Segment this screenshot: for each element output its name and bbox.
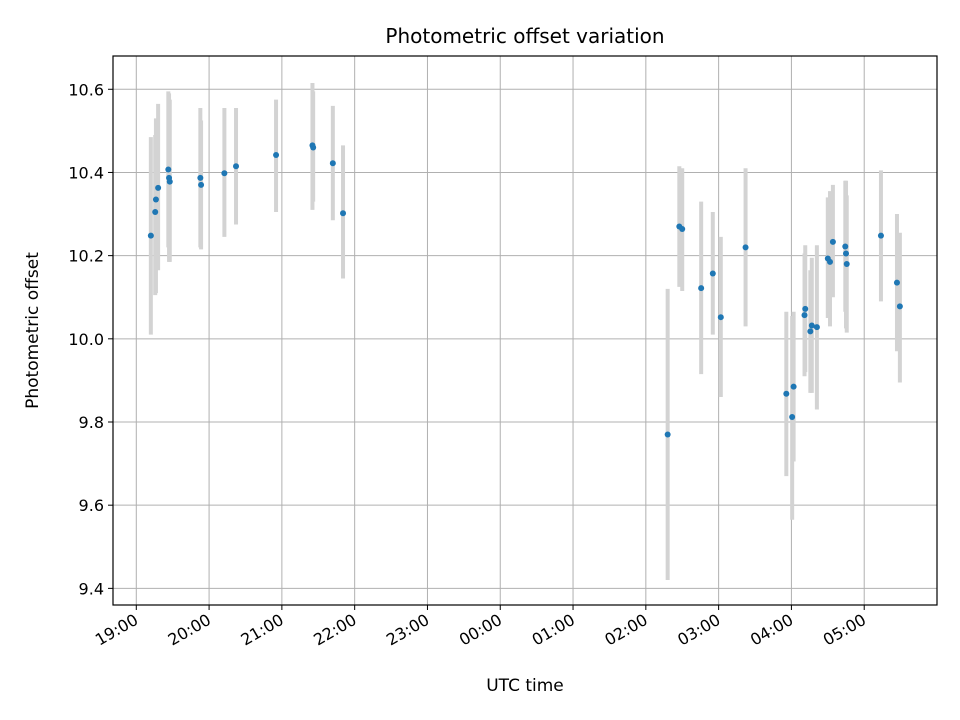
data-point [813,324,820,331]
data-point [197,174,204,181]
y-axis-ticks: 9.4 9.6 9.8 10.0 10.2 10.4 10.6 [68,80,113,598]
data-point [152,208,159,215]
data-points [147,142,903,438]
y-tick-label: 9.8 [79,413,104,432]
data-point [742,244,749,251]
data-point [789,414,796,421]
plot-frame [112,55,938,606]
data-point [843,260,850,267]
data-point [808,322,815,329]
data-point [807,328,814,335]
x-axis-label: UTC time [486,676,564,696]
y-tick-label: 9.4 [79,579,104,598]
data-point [896,303,903,310]
data-point [802,305,809,312]
data-point [664,431,671,438]
data-point [679,226,686,233]
y-axis-label: Photometric offset [23,252,43,409]
data-point [829,238,836,245]
y-tick-label: 9.6 [79,496,104,515]
y-tick-label: 10.4 [68,163,104,182]
data-point [893,279,900,286]
data-point [166,178,173,185]
data-point [147,232,154,239]
data-point [843,250,850,257]
data-point [340,210,347,217]
data-point [198,181,205,188]
data-point [233,163,240,170]
data-point [221,170,228,177]
data-point [310,144,317,151]
data-point [698,285,705,292]
y-tick-label: 10.2 [68,247,104,266]
data-point [783,390,790,397]
data-point [152,196,159,203]
data-point [877,232,884,239]
data-point [717,314,724,321]
chart-title: Photometric offset variation [385,24,664,48]
data-point [709,270,716,277]
data-point [826,258,833,265]
y-tick-label: 10.6 [68,80,104,99]
data-point [801,312,808,319]
data-point [329,160,336,167]
data-point [842,243,849,250]
data-point [155,184,162,191]
data-point [165,166,172,173]
data-point [273,151,280,158]
y-tick-label: 10.0 [68,330,104,349]
data-point [790,383,797,390]
